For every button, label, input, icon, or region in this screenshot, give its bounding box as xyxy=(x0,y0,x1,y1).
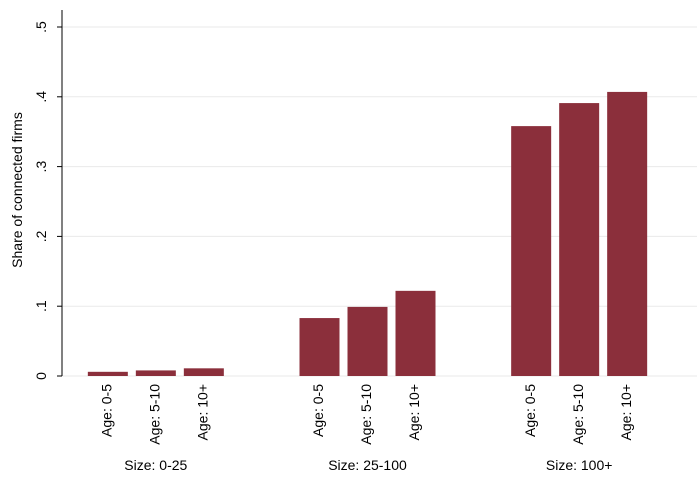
y-tick-label: .4 xyxy=(33,91,49,103)
x-tick-label: Age: 0-5 xyxy=(522,384,538,437)
group-label: Size: 100+ xyxy=(546,457,613,473)
x-tick-label: Age: 10+ xyxy=(618,384,634,440)
bar xyxy=(559,103,600,376)
group-label: Size: 0-25 xyxy=(124,457,187,473)
x-tick-label: Age: 5-10 xyxy=(358,384,374,445)
y-tick-label: .1 xyxy=(33,300,49,312)
bar xyxy=(299,318,340,376)
bar xyxy=(607,91,648,376)
bar xyxy=(183,368,224,376)
x-tick-label: Age: 0-5 xyxy=(99,384,115,437)
y-axis-title: Share of connected firms xyxy=(9,112,25,268)
bar xyxy=(511,126,552,376)
group-label: Size: 25-100 xyxy=(328,457,407,473)
bar xyxy=(347,306,388,376)
y-tick-label: .3 xyxy=(33,161,49,173)
x-tick-label: Age: 10+ xyxy=(195,384,211,440)
y-tick-label: .5 xyxy=(33,21,49,33)
x-tick-label: Age: 5-10 xyxy=(570,384,586,445)
bar xyxy=(135,370,176,376)
bar xyxy=(87,371,128,376)
x-tick-label: Age: 5-10 xyxy=(147,384,163,445)
y-tick-label: .2 xyxy=(33,230,49,242)
bar xyxy=(395,290,436,376)
x-tick-label: Age: 0-5 xyxy=(310,384,326,437)
y-tick-label: 0 xyxy=(33,372,49,380)
x-tick-label: Age: 10+ xyxy=(406,384,422,440)
